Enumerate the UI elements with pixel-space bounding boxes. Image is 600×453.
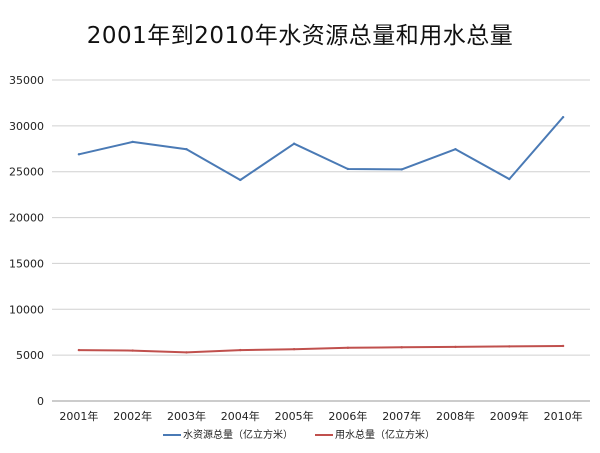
legend-label-0: 水资源总量（亿立方米）	[183, 428, 293, 441]
x-tick-label: 2009年	[490, 409, 529, 423]
data-point	[77, 153, 81, 156]
data-point	[454, 148, 457, 151]
y-tick-label: 20000	[9, 212, 44, 225]
x-tick-label: 2004年	[221, 409, 260, 423]
y-tick-label: 5000	[16, 349, 44, 362]
data-point	[77, 348, 81, 352]
x-tick-label: 2001年	[59, 409, 98, 423]
data-point	[292, 347, 296, 351]
data-point	[346, 346, 350, 350]
data-point	[239, 178, 242, 182]
x-tick-label: 2006年	[328, 409, 367, 423]
y-tick-label: 30000	[9, 120, 44, 133]
y-tick-label: 0	[37, 395, 44, 408]
data-point	[185, 351, 188, 354]
data-point	[131, 349, 134, 352]
x-tick-label: 2010年	[544, 409, 583, 423]
data-point	[292, 142, 296, 145]
data-point	[400, 168, 403, 171]
data-point	[508, 345, 511, 348]
data-point	[508, 177, 511, 181]
x-tick-label: 2003年	[167, 409, 206, 423]
y-tick-label: 10000	[9, 303, 44, 316]
chart-title: 2001年到2010年水资源总量和用水总量	[86, 23, 514, 49]
data-point	[346, 167, 350, 171]
y-tick-label: 15000	[9, 257, 44, 270]
y-tick-label: 25000	[9, 166, 44, 179]
grid-lines	[52, 79, 590, 402]
data-point	[131, 140, 134, 144]
x-tick-label: 2005年	[275, 409, 314, 423]
series-line-0	[78, 116, 564, 181]
legend: 水资源总量（亿立方米） 用水总量（亿立方米）	[163, 428, 435, 441]
data-point	[239, 348, 242, 352]
x-tick-label: 2007年	[382, 409, 421, 423]
legend-label-1: 用水总量（亿立方米）	[335, 428, 435, 441]
y-tick-label: 35000	[9, 74, 44, 87]
data-point	[561, 344, 565, 348]
data-point	[185, 148, 188, 151]
data-point	[400, 346, 403, 349]
y-axis-ticks: 0 5000 10000 15000 20000 25000 30000 35000	[9, 74, 44, 408]
x-tick-label: 2002年	[113, 409, 152, 423]
series-line-1	[78, 345, 564, 354]
x-tick-label: 2008年	[436, 409, 475, 423]
data-point	[454, 345, 457, 349]
data-point	[561, 115, 565, 119]
series-lines	[77, 115, 565, 354]
x-axis-ticks: 2001年 2002年 2003年 2004年 2005年 2006年 2007年 2008年…	[59, 409, 582, 423]
